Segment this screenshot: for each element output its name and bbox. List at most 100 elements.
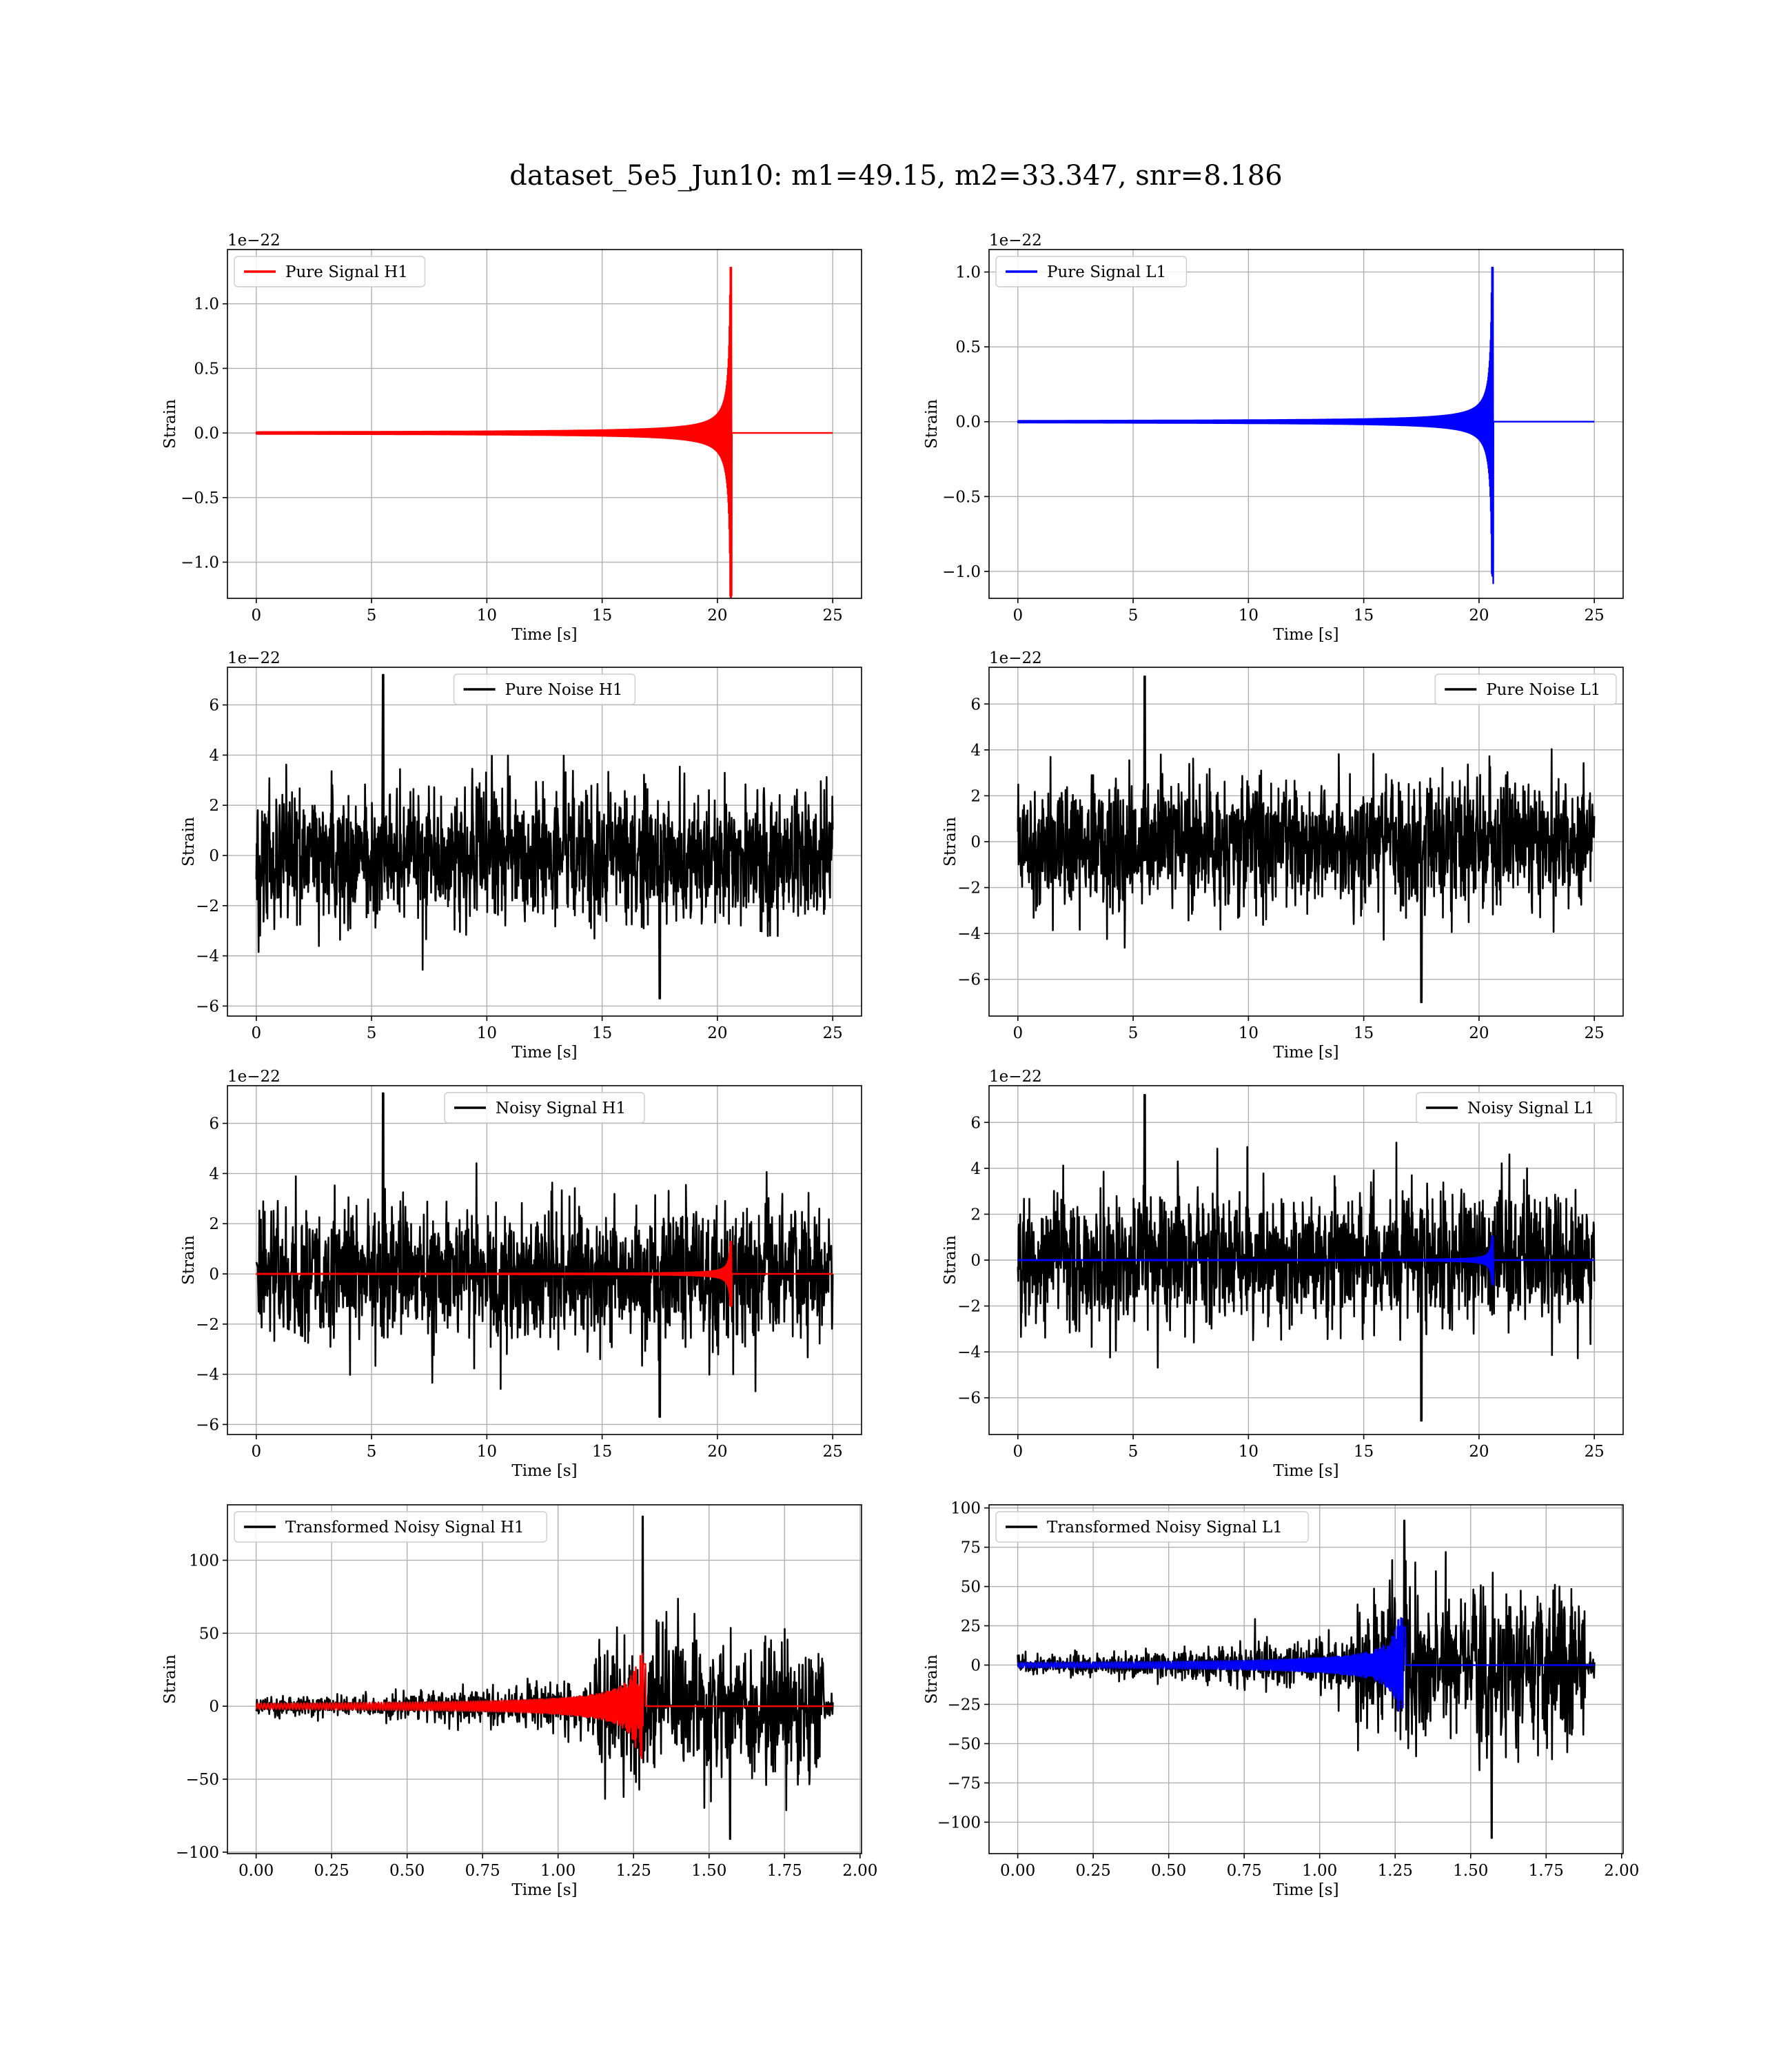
y-tick-label: −25 bbox=[947, 1696, 981, 1714]
legend: Noisy Signal H1 bbox=[444, 1092, 645, 1124]
series-line-0 bbox=[255, 1092, 834, 1418]
x-tick-label: 0 bbox=[1012, 1024, 1023, 1042]
x-tick-label: 5 bbox=[367, 607, 377, 625]
legend-label: Noisy Signal L1 bbox=[1467, 1099, 1594, 1117]
x-tick-label: 0 bbox=[1012, 607, 1023, 625]
legend-label: Pure Signal L1 bbox=[1047, 263, 1166, 281]
y-tick-label: −100 bbox=[176, 1844, 219, 1862]
y-tick-label: 6 bbox=[970, 1114, 981, 1132]
x-tick-label: 10 bbox=[477, 1443, 497, 1461]
panel-l1-transformed: 0.00 0.25 0.50 0.75 1.00 1.25 1.50 1.75 2.00 Time… bbox=[923, 1500, 1639, 1899]
x-tick-label: 10 bbox=[477, 1024, 497, 1042]
plot-area bbox=[1017, 1094, 1596, 1422]
x-tick-label: 20 bbox=[1469, 1443, 1489, 1461]
x-axis: 0 5 10 15 20 25 bbox=[251, 598, 843, 625]
axes-frame bbox=[227, 1504, 862, 1854]
axes-frame bbox=[988, 249, 1624, 599]
x-tick-label: 2.00 bbox=[842, 1862, 877, 1880]
y-axis-label: Strain bbox=[180, 817, 198, 866]
x-tick-label: 0.75 bbox=[1227, 1862, 1262, 1880]
y-tick-label: 50 bbox=[961, 1579, 981, 1596]
x-tick-label: 15 bbox=[1354, 1024, 1374, 1042]
x-axis-label: Time [s] bbox=[1273, 1044, 1338, 1062]
x-tick-label: 15 bbox=[592, 607, 612, 625]
y-axis-label: Strain bbox=[180, 1235, 198, 1285]
x-tick-label: 15 bbox=[592, 1443, 612, 1461]
y-tick-label: 50 bbox=[199, 1625, 219, 1643]
x-axis: 0 5 10 15 20 25 bbox=[251, 1016, 843, 1042]
y-tick-label: 0 bbox=[209, 1698, 219, 1716]
panel-l1-noise: 0 5 10 15 20 25 Time [s] −6 −4 −2 0 2 4 6 Strain 1e−22 P… bbox=[941, 649, 1624, 1062]
legend-label: Transformed Noisy Signal H1 bbox=[285, 1519, 525, 1537]
y-axis-label: Strain bbox=[941, 817, 959, 866]
y-tick-label: 4 bbox=[209, 1165, 219, 1183]
y-axis: −1.0 −0.5 0.0 0.5 1.0 bbox=[942, 264, 989, 581]
y-offset-text: 1e−22 bbox=[227, 649, 281, 667]
legend-label: Pure Signal H1 bbox=[285, 263, 408, 281]
y-tick-label: −2 bbox=[196, 1316, 219, 1334]
x-tick-label: 1.00 bbox=[540, 1862, 576, 1880]
y-offset-text: 1e−22 bbox=[989, 1068, 1042, 1086]
axes-frame bbox=[227, 1085, 862, 1435]
series-line-1 bbox=[255, 1652, 834, 1759]
x-tick-label: 0.00 bbox=[238, 1862, 274, 1880]
x-tick-label: 10 bbox=[477, 607, 497, 625]
y-tick-label: 4 bbox=[970, 1160, 981, 1178]
x-axis: 0 5 10 15 20 25 bbox=[1012, 1016, 1605, 1042]
axes-frame bbox=[227, 667, 862, 1017]
x-tick-label: 1.25 bbox=[616, 1862, 651, 1880]
y-tick-label: 0.5 bbox=[194, 360, 219, 378]
y-tick-label: 6 bbox=[209, 1115, 219, 1133]
x-axis: 0 5 10 15 20 25 bbox=[1012, 1435, 1605, 1461]
y-tick-label: 1.0 bbox=[955, 264, 981, 282]
y-tick-label: −6 bbox=[957, 1390, 981, 1408]
x-tick-label: 20 bbox=[1469, 607, 1489, 625]
x-tick-label: 25 bbox=[1585, 607, 1605, 625]
x-tick-label: 25 bbox=[1585, 1024, 1605, 1042]
y-axis: −6 −4 −2 0 2 4 6 bbox=[957, 1114, 989, 1408]
y-tick-label: −4 bbox=[196, 1366, 219, 1384]
series-line-0 bbox=[255, 673, 834, 1000]
x-tick-label: 1.50 bbox=[691, 1862, 726, 1880]
plot-area bbox=[1017, 676, 1596, 1004]
y-tick-label: 0.0 bbox=[194, 425, 219, 443]
x-axis-label: Time [s] bbox=[511, 1044, 577, 1062]
x-tick-label: 20 bbox=[707, 1443, 727, 1461]
series-line-0 bbox=[1017, 266, 1595, 585]
panel-h1-signal: 0 5 10 15 20 25 Time [s] −1.0 −0.5 0.0 0.5 1.0 Strai… bbox=[161, 232, 862, 644]
plot-area bbox=[1017, 1519, 1596, 1839]
series-line-0 bbox=[1017, 1094, 1596, 1422]
legend-label: Transformed Noisy Signal L1 bbox=[1047, 1519, 1283, 1537]
y-axis-label: Strain bbox=[161, 1654, 179, 1704]
plot-area bbox=[255, 1515, 834, 1841]
x-tick-label: 0.00 bbox=[1000, 1862, 1035, 1880]
x-axis-label: Time [s] bbox=[511, 1881, 577, 1899]
y-tick-label: −50 bbox=[947, 1735, 981, 1753]
y-tick-label: 1.0 bbox=[194, 296, 219, 314]
x-axis-label: Time [s] bbox=[511, 1462, 577, 1480]
y-tick-label: 0 bbox=[970, 833, 981, 851]
y-axis: −6 −4 −2 0 2 4 6 bbox=[957, 696, 989, 989]
y-tick-label: 2 bbox=[970, 1206, 981, 1224]
plot-area bbox=[255, 673, 834, 1000]
panel-l1-signal: 0 5 10 15 20 25 Time [s] −1.0 −0.5 0.0 0.5 1.0 Strai… bbox=[923, 232, 1624, 644]
legend: Transformed Noisy Signal H1 bbox=[234, 1511, 547, 1543]
x-tick-label: 0 bbox=[1012, 1443, 1023, 1461]
y-tick-label: −100 bbox=[937, 1814, 981, 1832]
y-tick-label: −4 bbox=[196, 948, 219, 966]
x-axis-label: Time [s] bbox=[1273, 626, 1338, 644]
x-tick-label: 2.00 bbox=[1604, 1862, 1639, 1880]
y-tick-label: 75 bbox=[961, 1539, 981, 1557]
y-tick-label: −0.5 bbox=[181, 489, 219, 507]
x-tick-label: 15 bbox=[592, 1024, 612, 1042]
y-offset-text: 1e−22 bbox=[227, 232, 281, 250]
x-axis-label: Time [s] bbox=[1273, 1462, 1338, 1480]
y-tick-label: −1.0 bbox=[181, 554, 219, 572]
x-tick-label: 1.25 bbox=[1378, 1862, 1413, 1880]
x-tick-label: 5 bbox=[367, 1443, 377, 1461]
y-axis: −1.0 −0.5 0.0 0.5 1.0 bbox=[181, 296, 227, 572]
series-line-1 bbox=[1017, 1235, 1595, 1286]
x-tick-label: 0 bbox=[251, 1024, 261, 1042]
y-tick-label: −2 bbox=[196, 898, 219, 915]
